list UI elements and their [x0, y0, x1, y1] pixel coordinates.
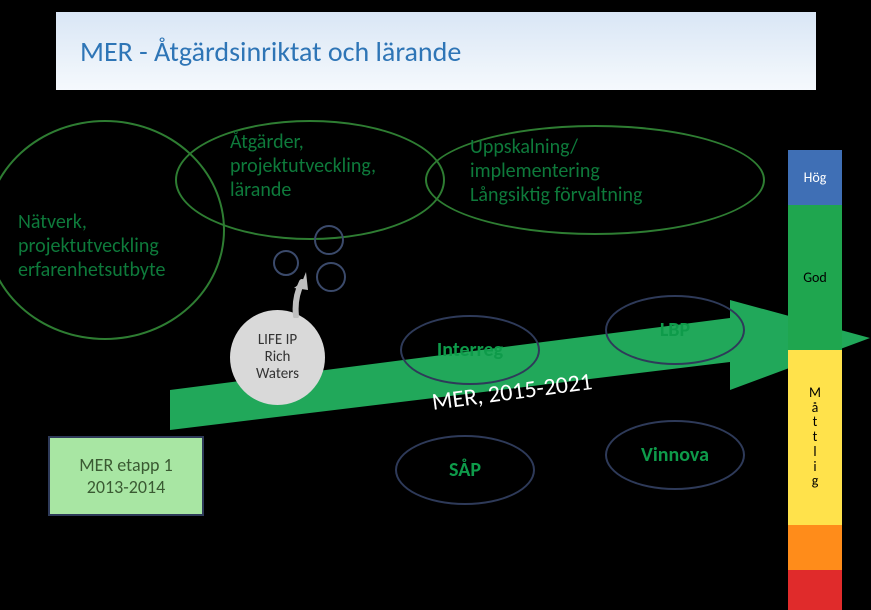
life-ip-line2: Rich: [265, 349, 291, 366]
thought-bubble-1: [314, 225, 344, 255]
status-segment-3: [788, 525, 842, 570]
program-interreg: Interreg: [400, 315, 540, 385]
life-ip-cloud: LIFE IP Rich Waters: [230, 310, 325, 405]
status-segment-1: God: [788, 205, 842, 350]
page-title: MER - Åtgärdsinriktat och lärande: [80, 34, 461, 69]
program-vinnova: Vinnova: [605, 420, 745, 490]
status-segment-0: Hög: [788, 150, 842, 205]
stage-1-line1: MER etapp 1: [79, 454, 172, 477]
life-ip-line1: LIFE IP: [258, 332, 297, 349]
concept-label-left: Nätverk,projektutvecklingerfarenhetsutby…: [18, 210, 165, 282]
status-segment-4: [788, 570, 842, 610]
cloud-arrow-icon: [288, 268, 318, 318]
stage-1-box: MER etapp 1 2013-2014: [48, 436, 204, 516]
program-såp: SÅP: [395, 435, 535, 505]
title-bar: MER - Åtgärdsinriktat och lärande: [56, 12, 816, 90]
status-column: HögGodMåttlig: [788, 150, 842, 610]
status-segment-2: Måttlig: [788, 350, 842, 525]
stage-1-line2: 2013-2014: [87, 476, 166, 499]
program-lbp: LBP: [605, 295, 745, 365]
concept-label-middle: Åtgärder,projektutveckling,lärande: [230, 130, 376, 202]
concept-label-right: Uppskalning/implementeringLångsiktig för…: [470, 135, 642, 207]
life-ip-line3: Waters: [256, 366, 299, 383]
thought-bubble-2: [316, 262, 346, 292]
